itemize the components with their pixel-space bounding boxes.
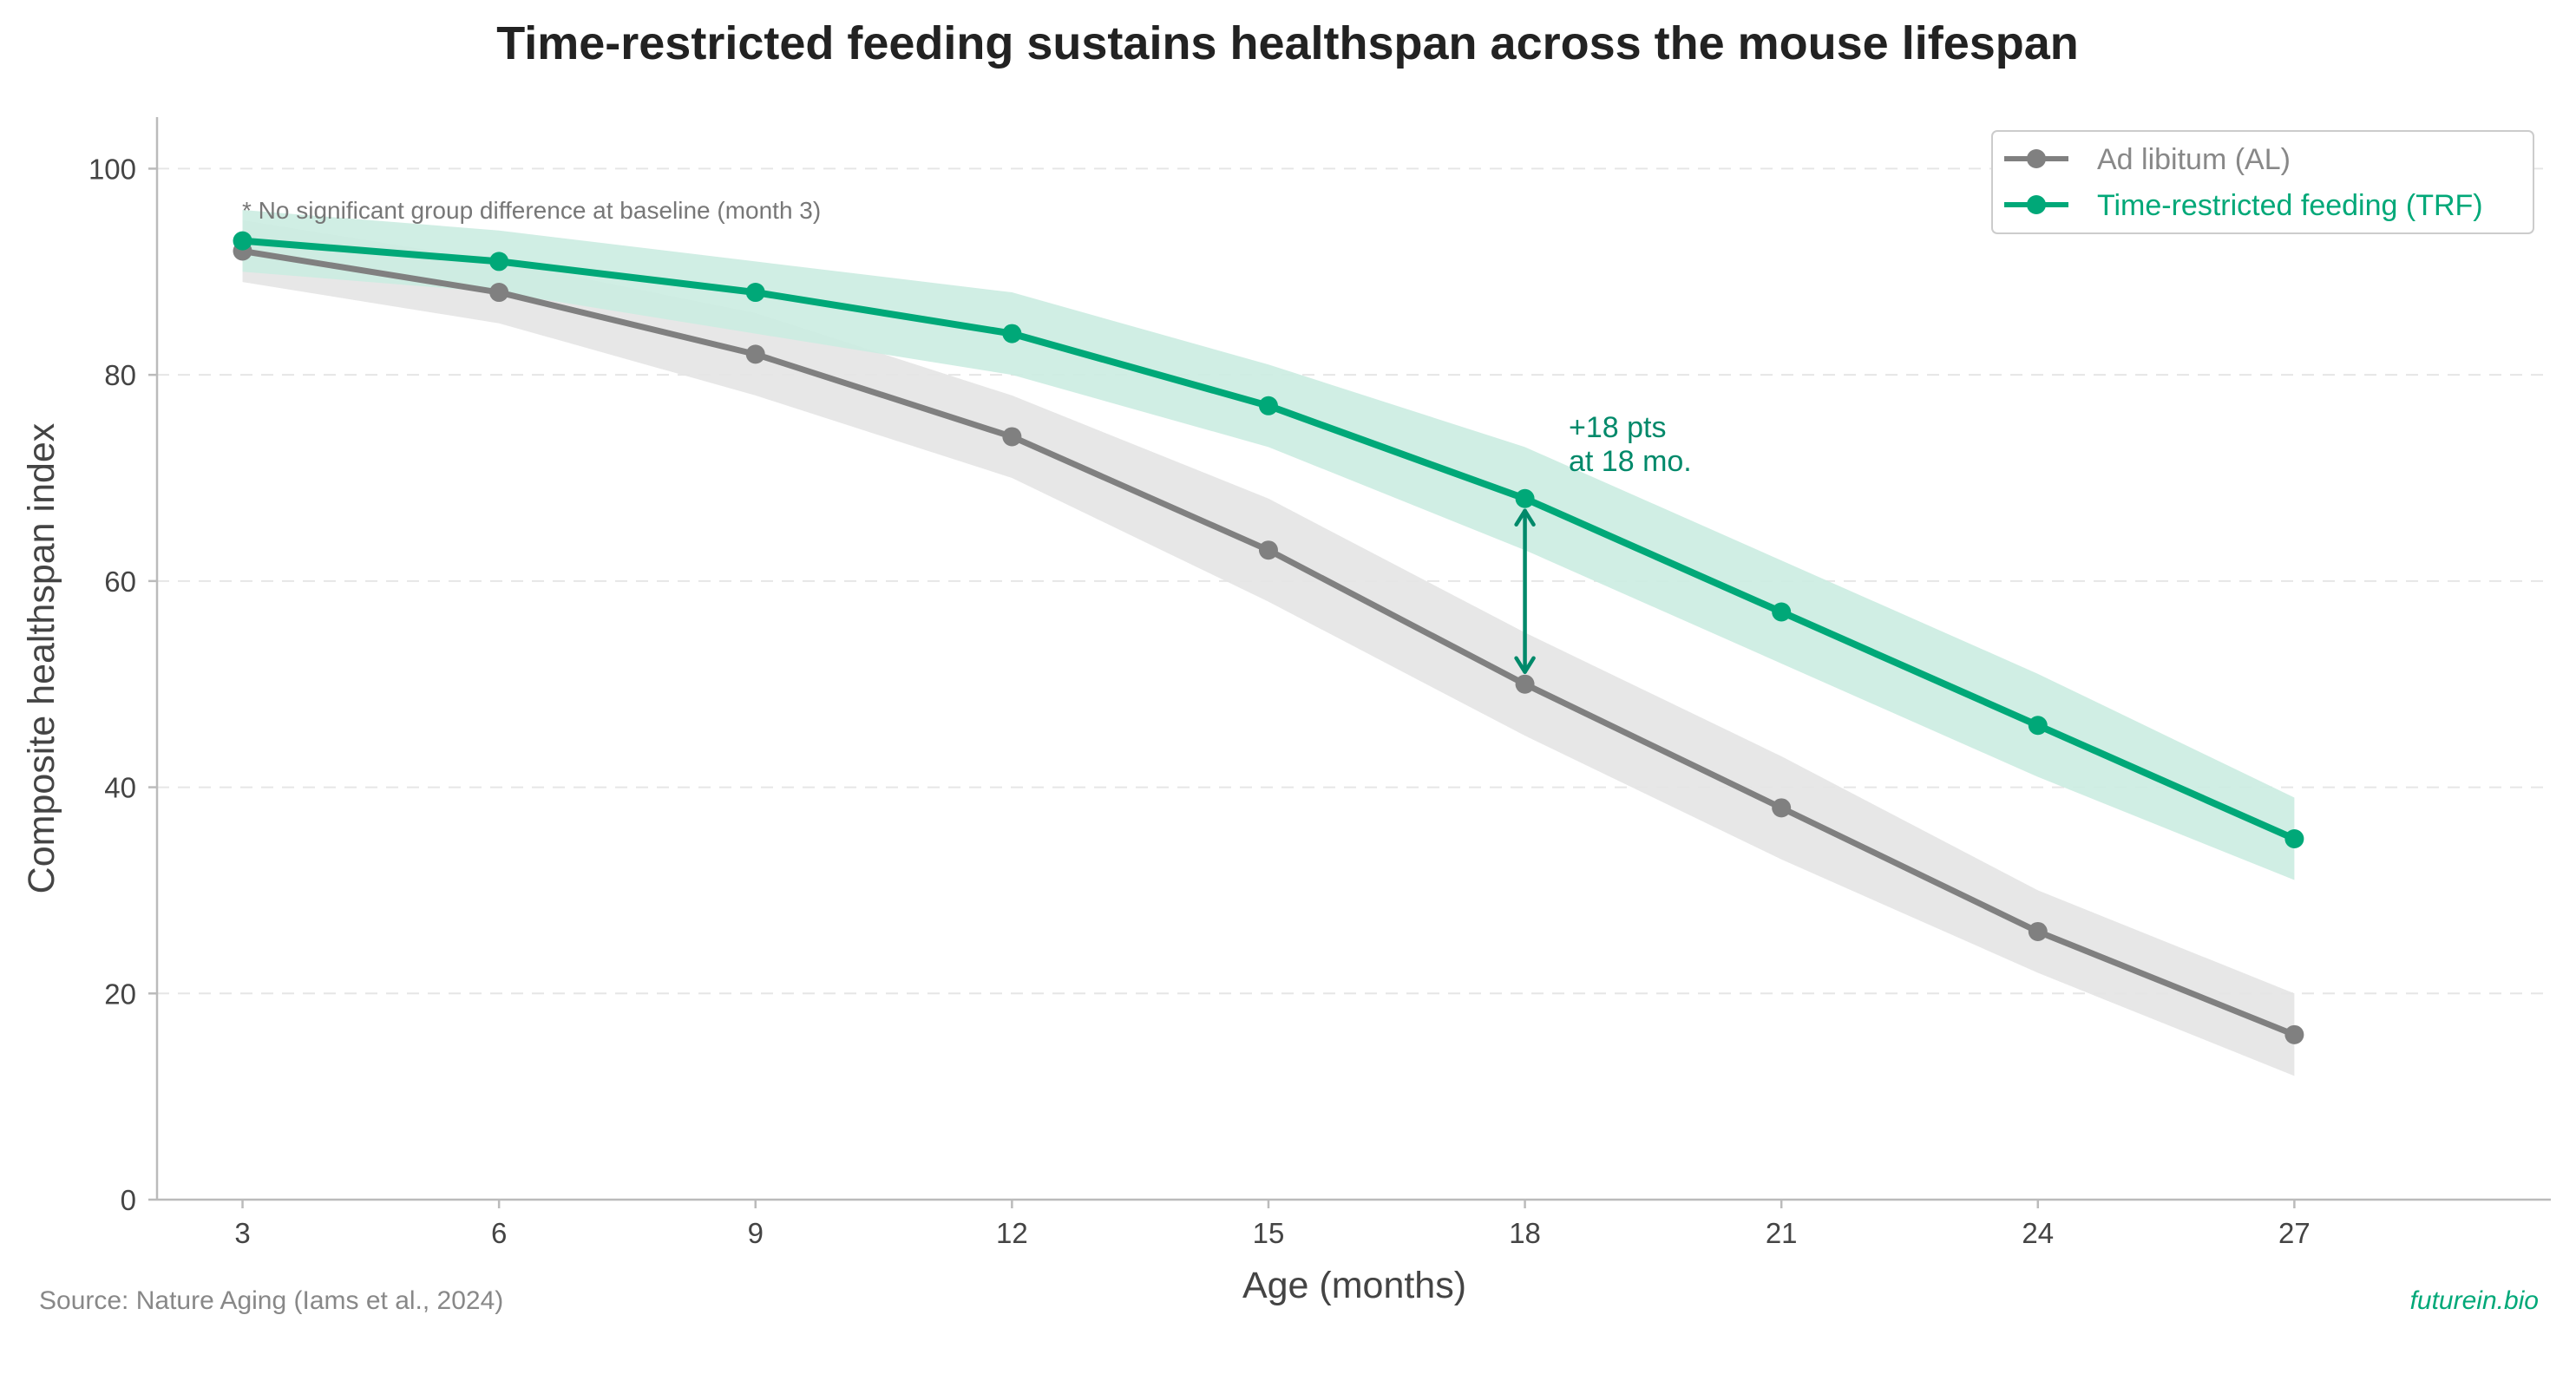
y-ticks: 0 20 40 60 80 100 (88, 153, 157, 1216)
x-ticks: 3 6 9 12 15 18 21 24 27 (234, 1200, 2311, 1249)
point-trf (2284, 829, 2304, 848)
point-trf (489, 252, 509, 272)
brand-credit: futurein.bio (2410, 1286, 2539, 1315)
legend: Ad libitum (AL) Time-restricted feeding … (1991, 130, 2534, 234)
x-tick-label: 6 (491, 1217, 507, 1249)
legend-box (1991, 130, 2534, 234)
y-tick-label: 40 (104, 772, 136, 804)
x-tick-label: 12 (996, 1217, 1028, 1249)
band-trf (242, 209, 2295, 880)
point-al (1515, 674, 1535, 694)
series-points (233, 231, 2304, 1044)
legend-item-trf: Time-restricted feeding (TRF) (2004, 189, 2483, 222)
gap-label-line2: at 18 mo. (1569, 445, 1692, 478)
x-tick-label: 24 (2022, 1217, 2054, 1249)
point-al (1002, 427, 1022, 447)
point-al (489, 283, 509, 303)
point-al (745, 344, 765, 364)
y-axis-label: Composite healthspan index (21, 422, 62, 893)
gap-annotation: +18 pts at 18 mo. (1514, 411, 1692, 674)
x-tick-label: 9 (748, 1217, 764, 1249)
point-trf (1002, 324, 1022, 343)
point-al (1258, 540, 1278, 560)
confidence-bands (242, 209, 2295, 1076)
point-al (1772, 798, 1792, 818)
point-trf (233, 231, 252, 251)
legend-marker-al (2027, 149, 2046, 168)
y-tick-label: 0 (121, 1184, 136, 1216)
source-credit: Source: Nature Aging (Iams et al., 2024) (39, 1286, 503, 1315)
point-al (2284, 1024, 2304, 1044)
x-tick-label: 18 (1509, 1217, 1541, 1249)
gap-label-line1: +18 pts (1569, 411, 1666, 444)
point-trf (2028, 716, 2048, 736)
x-axis-label: Age (months) (1242, 1265, 1466, 1306)
y-tick-label: 100 (88, 153, 136, 185)
point-trf (745, 283, 765, 303)
gap-arrowhead-bottom (1514, 656, 1536, 674)
legend-label-trf: Time-restricted feeding (TRF) (2097, 189, 2483, 222)
baseline-note: * No significant group difference at bas… (242, 197, 821, 224)
x-tick-label: 21 (1766, 1217, 1798, 1249)
y-tick-label: 80 (104, 359, 136, 391)
chart-title: Time-restricted feeding sustains healths… (496, 17, 2079, 69)
point-trf (1258, 396, 1278, 415)
y-tick-label: 60 (104, 566, 136, 598)
x-tick-label: 3 (234, 1217, 250, 1249)
x-tick-label: 27 (2278, 1217, 2311, 1249)
legend-item-al: Ad libitum (AL) (2004, 143, 2291, 176)
point-trf (1772, 602, 1792, 622)
y-tick-label: 20 (104, 978, 136, 1010)
x-tick-label: 15 (1253, 1217, 1285, 1249)
gap-arrowhead-top (1514, 508, 1536, 527)
legend-label-al: Ad libitum (AL) (2097, 143, 2291, 176)
legend-marker-trf (2027, 195, 2046, 214)
point-al (2028, 921, 2048, 941)
band-al (242, 219, 2295, 1076)
point-trf (1515, 488, 1535, 508)
